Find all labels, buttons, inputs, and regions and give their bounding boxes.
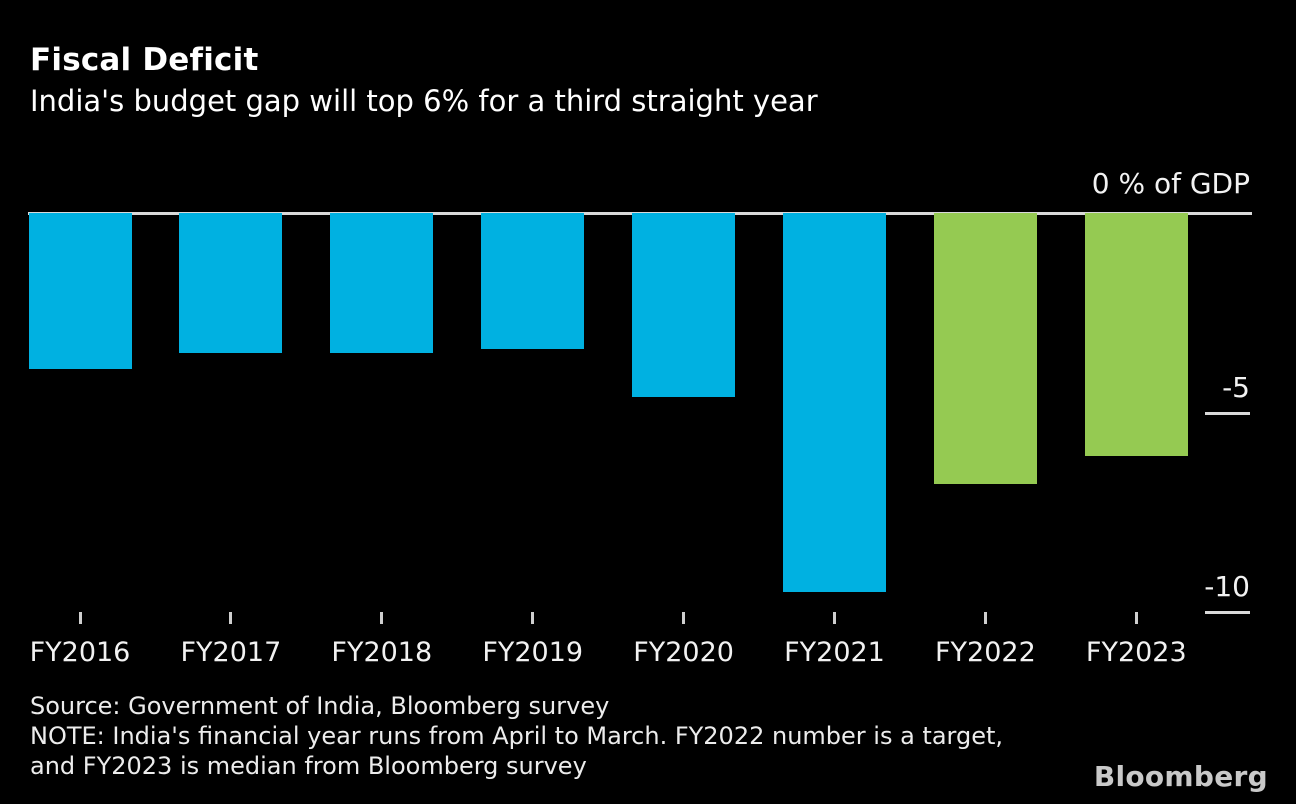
y-tick-label-minus5: -5 (1222, 370, 1250, 404)
y-tick-line-minus5 (1205, 411, 1250, 415)
bloomberg-logo: Bloomberg (1093, 760, 1268, 793)
chart-subtitle: India's budget gap will top 6% for a thi… (30, 84, 818, 118)
x-label-fy2018: FY2018 (331, 637, 433, 668)
bar-fy2022 (933, 213, 1037, 484)
x-tick-fy2021 (833, 612, 836, 624)
x-tick-fy2022 (983, 612, 987, 624)
bar-fy2018 (330, 213, 434, 353)
x-label-fy2021: FY2021 (784, 637, 885, 668)
y-tick-label-minus10: -10 (1204, 570, 1250, 603)
x-label-fy2022: FY2022 (935, 637, 1036, 668)
x-tick-fy2018 (380, 612, 384, 624)
bar-fy2021 (783, 213, 886, 592)
bar-fy2020 (632, 213, 736, 397)
bar-fy2019 (481, 213, 585, 349)
x-tick-fy2017 (229, 612, 233, 624)
y-tick-line-minus10 (1205, 611, 1250, 614)
x-label-fy2017: FY2017 (180, 637, 282, 668)
x-label-fy2023: FY2023 (1085, 637, 1187, 668)
x-tick-fy2020 (682, 612, 686, 624)
bar-fy2023 (1084, 213, 1188, 456)
source-note-block: Source: Government of India, Bloomberg s… (30, 691, 1003, 781)
source-line: Source: Government of India, Bloomberg s… (30, 692, 610, 720)
bar-fy2017 (179, 213, 283, 353)
x-tick-fy2023 (1134, 612, 1138, 624)
note-line-2: and FY2023 is median from Bloomberg surv… (30, 752, 587, 780)
y-axis-unit-label: 0 % of GDP (1091, 167, 1250, 200)
x-label-fy2020: FY2020 (633, 637, 734, 668)
note-line-1: NOTE: India's financial year runs from A… (30, 722, 1004, 750)
x-label-fy2019: FY2019 (482, 637, 584, 668)
x-label-fy2016: FY2016 (29, 637, 131, 668)
bar-fy2016 (28, 213, 132, 369)
chart-title: Fiscal Deficit (30, 42, 259, 78)
x-tick-fy2016 (78, 612, 82, 624)
x-tick-fy2019 (531, 612, 535, 624)
